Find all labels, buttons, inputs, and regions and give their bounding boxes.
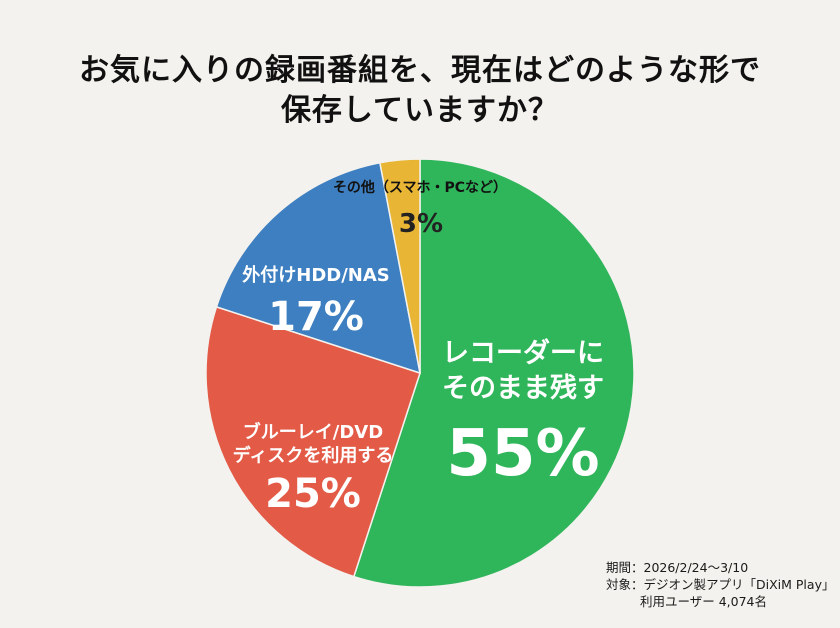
slice-recorder — [352, 158, 635, 588]
slice-label: その他（スマホ・PCなど） — [333, 179, 507, 196]
survey-target: 対象：デジオン製アプリ「DiXiM Play」 — [606, 577, 835, 592]
slice-percent-label: 3% — [399, 209, 443, 239]
slice-label: そのまま残す — [442, 373, 604, 404]
survey-respondents: 利用ユーザー 4,074名 — [640, 594, 768, 609]
slice-percent-label: 17% — [268, 294, 364, 340]
slice-percent-label: 55% — [446, 417, 599, 491]
slice-bluray-dvd — [205, 305, 421, 578]
slice-label: ブルーレイ/DVD — [243, 421, 383, 443]
chart-title-line-2: 保存していますか？ — [280, 93, 560, 128]
slice-other — [379, 158, 421, 374]
slice-label: 外付けHDD/NAS — [242, 264, 389, 286]
survey-period: 期間：2026/2/24〜3/10 — [606, 560, 749, 575]
slice-external-hdd-nas — [215, 161, 421, 375]
chart-title-line-1: お気に入りの録画番組を、現在はどのような形で — [79, 53, 761, 88]
slice-label: ディスクを利用する — [233, 444, 394, 466]
slice-label: レコーダーに — [442, 337, 604, 369]
slice-percent-label: 25% — [265, 471, 361, 517]
